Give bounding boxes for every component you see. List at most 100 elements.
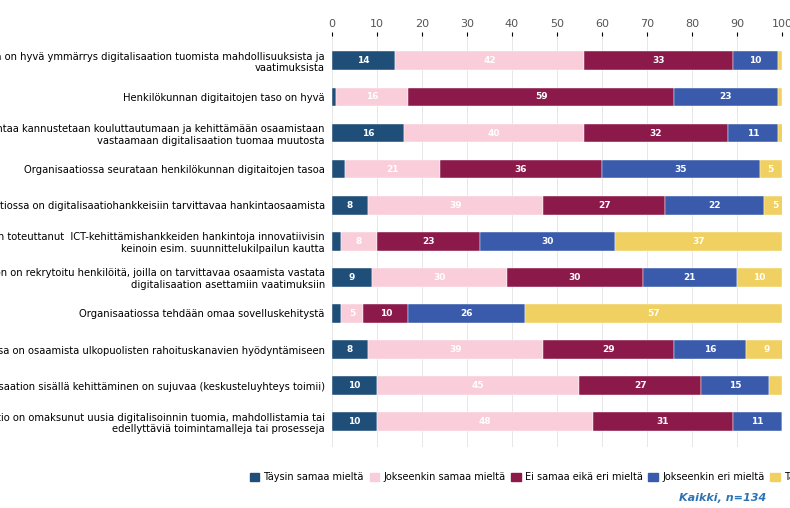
Text: 5: 5: [768, 165, 774, 174]
Text: 39: 39: [450, 345, 462, 354]
Bar: [340, 304, 363, 323]
Text: 33: 33: [652, 56, 664, 66]
Bar: [544, 340, 674, 359]
Bar: [395, 51, 584, 70]
Bar: [368, 340, 544, 359]
Bar: [732, 412, 782, 431]
Bar: [642, 268, 737, 287]
Text: 16: 16: [366, 92, 378, 102]
Text: 16: 16: [362, 129, 374, 138]
Bar: [507, 268, 642, 287]
Text: 21: 21: [683, 273, 696, 282]
Text: 11: 11: [751, 417, 764, 426]
Legend: Täysin samaa mieltä, Jokseenkin samaa mieltä, Ei samaa eikä eri mieltä, Jokseenk: Täysin samaa mieltä, Jokseenkin samaa mi…: [246, 468, 790, 486]
Text: 57: 57: [648, 309, 660, 318]
Bar: [332, 160, 345, 178]
Bar: [377, 412, 593, 431]
Bar: [525, 304, 782, 323]
Bar: [480, 232, 615, 250]
Bar: [340, 232, 377, 250]
Bar: [665, 196, 764, 214]
Bar: [580, 376, 701, 395]
Text: 16: 16: [704, 345, 717, 354]
Bar: [544, 196, 665, 214]
Bar: [777, 123, 787, 142]
Bar: [777, 87, 782, 106]
Bar: [332, 304, 340, 323]
Text: 59: 59: [535, 92, 547, 102]
Text: 45: 45: [472, 381, 484, 390]
Text: 27: 27: [634, 381, 646, 390]
Bar: [732, 51, 777, 70]
Text: 9: 9: [349, 273, 356, 282]
Text: 10: 10: [754, 273, 766, 282]
Text: 40: 40: [487, 129, 500, 138]
Bar: [332, 87, 337, 106]
Text: 42: 42: [483, 56, 495, 66]
Text: 8: 8: [347, 345, 353, 354]
Bar: [332, 376, 377, 395]
Text: Kaikki, n=134: Kaikki, n=134: [679, 493, 766, 503]
Text: 15: 15: [728, 381, 741, 390]
Text: 27: 27: [598, 201, 611, 210]
Bar: [602, 160, 760, 178]
Bar: [701, 376, 769, 395]
Bar: [440, 160, 602, 178]
Text: 10: 10: [348, 417, 360, 426]
Text: 5: 5: [349, 309, 356, 318]
Text: 22: 22: [709, 201, 720, 210]
Bar: [674, 87, 777, 106]
Bar: [408, 87, 674, 106]
Bar: [769, 376, 782, 395]
Bar: [760, 160, 782, 178]
Text: 29: 29: [603, 345, 615, 354]
Text: 37: 37: [693, 237, 705, 246]
Bar: [764, 196, 787, 214]
Bar: [782, 412, 787, 431]
Bar: [615, 232, 782, 250]
Text: 9: 9: [763, 345, 769, 354]
Bar: [377, 232, 480, 250]
Bar: [332, 412, 377, 431]
Bar: [593, 412, 732, 431]
Bar: [368, 196, 544, 214]
Text: 10: 10: [749, 56, 762, 66]
Text: 23: 23: [423, 237, 435, 246]
Text: 5: 5: [772, 201, 778, 210]
Bar: [332, 340, 368, 359]
Text: 10: 10: [380, 309, 392, 318]
Bar: [332, 268, 372, 287]
Bar: [345, 160, 440, 178]
Bar: [332, 51, 395, 70]
Text: 30: 30: [569, 273, 581, 282]
Text: 32: 32: [649, 129, 662, 138]
Bar: [674, 340, 746, 359]
Text: 35: 35: [675, 165, 687, 174]
Bar: [372, 268, 507, 287]
Text: 48: 48: [479, 417, 491, 426]
Bar: [332, 196, 368, 214]
Bar: [408, 304, 525, 323]
Bar: [746, 340, 787, 359]
Bar: [737, 268, 782, 287]
Text: 39: 39: [450, 201, 462, 210]
Bar: [332, 123, 404, 142]
Text: 14: 14: [357, 56, 370, 66]
Text: 30: 30: [542, 237, 554, 246]
Bar: [584, 123, 728, 142]
Bar: [404, 123, 584, 142]
Text: 31: 31: [656, 417, 669, 426]
Text: 21: 21: [386, 165, 399, 174]
Bar: [584, 51, 732, 70]
Bar: [777, 51, 782, 70]
Bar: [337, 87, 408, 106]
Bar: [377, 376, 580, 395]
Text: 30: 30: [434, 273, 446, 282]
Text: 26: 26: [461, 309, 473, 318]
Bar: [363, 304, 408, 323]
Text: 36: 36: [514, 165, 527, 174]
Bar: [332, 232, 340, 250]
Text: 11: 11: [747, 129, 759, 138]
Text: 8: 8: [356, 237, 362, 246]
Bar: [728, 123, 777, 142]
